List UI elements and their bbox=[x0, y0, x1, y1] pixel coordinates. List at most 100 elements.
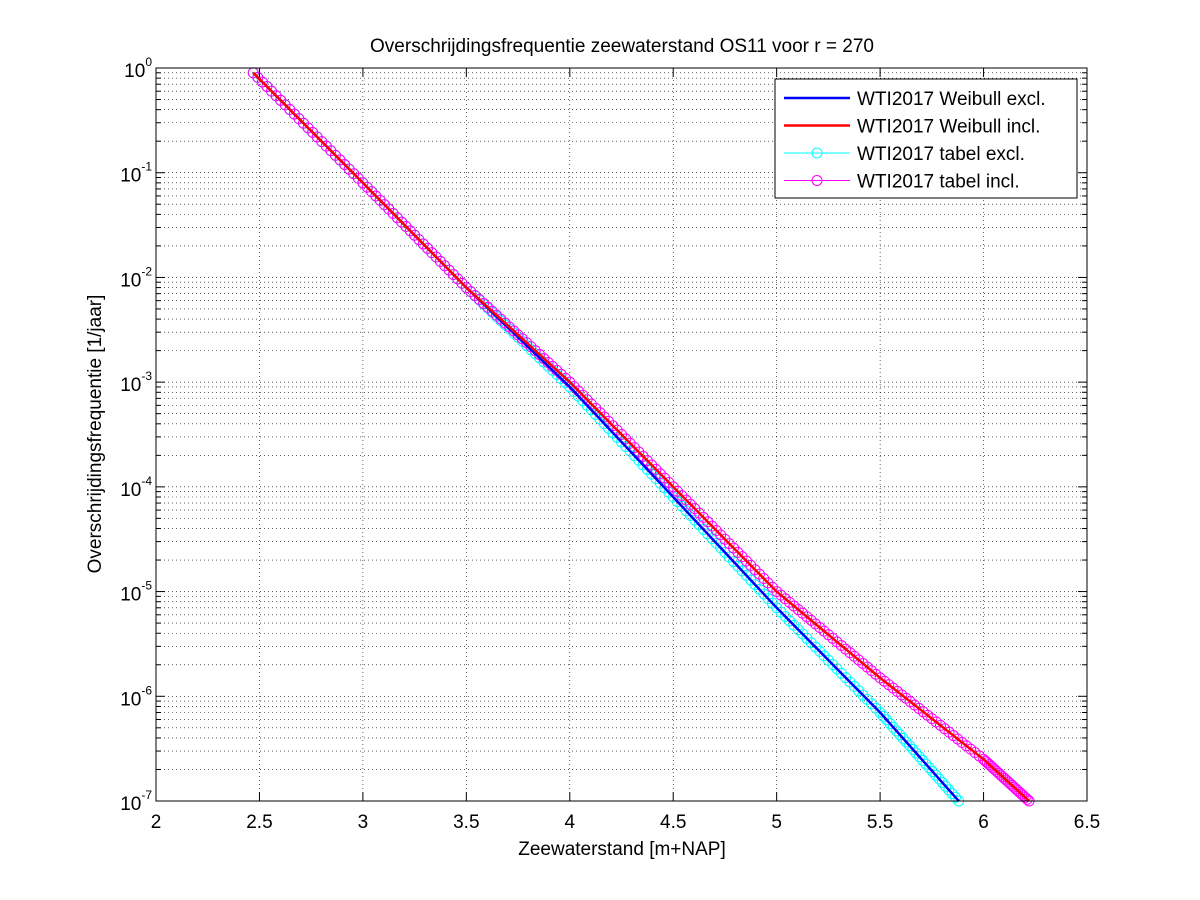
series-marker bbox=[396, 216, 408, 228]
series-marker bbox=[361, 181, 373, 193]
x-tick-label: 4.5 bbox=[660, 812, 686, 833]
series-marker bbox=[697, 511, 709, 523]
series-marker bbox=[409, 229, 421, 241]
series-marker bbox=[646, 459, 658, 471]
series-marker bbox=[491, 309, 502, 321]
series-lines bbox=[247, 67, 1035, 807]
legend-entry-label: WTI2017 Weibull excl. bbox=[857, 89, 1046, 110]
series-marker bbox=[946, 788, 958, 800]
series-wti2017-weibull-incl bbox=[252, 71, 1030, 802]
series-marker bbox=[865, 698, 877, 710]
y-tick-label: 10-6 bbox=[120, 683, 152, 710]
series-marker bbox=[788, 619, 800, 631]
series-marker bbox=[805, 637, 817, 649]
y-axis-label: Overschrijdingsfrequentie [1/jaar] bbox=[85, 295, 106, 574]
x-tick-label: 3 bbox=[358, 812, 369, 833]
series-marker bbox=[844, 676, 856, 688]
series-marker bbox=[792, 624, 804, 636]
series-marker bbox=[949, 791, 961, 803]
series-marker bbox=[469, 289, 481, 301]
y-tick-label: 10-4 bbox=[120, 474, 152, 501]
series-marker bbox=[452, 273, 464, 285]
y-tick-label: 10-7 bbox=[120, 788, 152, 815]
series-marker bbox=[443, 264, 455, 276]
series-marker bbox=[460, 282, 472, 294]
series-marker bbox=[508, 325, 520, 337]
series-line bbox=[252, 71, 1030, 802]
x-tick-labels: 2 2.5 3 3.5 4 4.5 5 5.5 6 6.5 bbox=[151, 812, 1101, 833]
series-marker bbox=[809, 641, 821, 653]
series-marker bbox=[835, 667, 847, 679]
series-marker bbox=[672, 485, 684, 497]
series-marker bbox=[525, 341, 537, 353]
series-marker bbox=[689, 503, 701, 515]
series-marker bbox=[366, 186, 378, 198]
series-marker bbox=[616, 429, 627, 440]
x-tick-label: 2 bbox=[151, 812, 162, 833]
series-marker bbox=[822, 654, 834, 666]
series-marker bbox=[853, 685, 865, 697]
x-tick-label: 4 bbox=[564, 812, 575, 833]
series-marker bbox=[818, 650, 830, 662]
series-marker bbox=[378, 199, 390, 211]
series-marker bbox=[827, 659, 839, 671]
y-tick-labels: 100 10-1 10-2 10-3 10-4 10-5 10-6 10-7 bbox=[120, 55, 152, 815]
series-marker bbox=[422, 242, 434, 254]
series-marker bbox=[749, 564, 761, 576]
series-marker bbox=[387, 207, 399, 219]
series-marker bbox=[430, 251, 442, 263]
series-marker bbox=[719, 533, 731, 545]
series-marker bbox=[897, 732, 909, 744]
series-marker bbox=[659, 472, 671, 484]
series-marker bbox=[680, 494, 692, 506]
series-marker bbox=[370, 190, 382, 202]
x-axis-label: Zeewaterstand [m+NAP] bbox=[518, 839, 726, 860]
series-marker bbox=[447, 268, 459, 280]
series-marker bbox=[486, 305, 498, 317]
series-marker bbox=[404, 225, 416, 237]
x-tick-label: 3.5 bbox=[453, 812, 479, 833]
series-marker bbox=[797, 628, 809, 640]
series-marker bbox=[434, 255, 446, 267]
series-marker bbox=[874, 707, 886, 719]
series-marker bbox=[904, 740, 916, 752]
series-marker bbox=[374, 194, 386, 206]
series-marker bbox=[521, 337, 533, 349]
series-marker bbox=[877, 710, 889, 722]
series-marker bbox=[715, 529, 727, 541]
series-marker bbox=[771, 602, 783, 614]
legend-swatch-marker bbox=[811, 147, 823, 159]
series-marker bbox=[400, 220, 412, 232]
chart-title: Overschrijdingsfrequentie zeewaterstand … bbox=[370, 36, 874, 57]
series-marker bbox=[499, 317, 511, 329]
series-marker bbox=[465, 286, 477, 298]
series-marker bbox=[917, 754, 929, 766]
series-marker bbox=[439, 260, 451, 272]
series-marker bbox=[503, 321, 515, 333]
series-marker bbox=[654, 468, 666, 480]
series-marker bbox=[611, 424, 623, 436]
series-marker bbox=[482, 301, 494, 313]
series-marker bbox=[884, 718, 896, 730]
y-tick-label: 10-1 bbox=[120, 160, 152, 187]
legend-entry-label: WTI2017 Weibull incl. bbox=[857, 117, 1040, 138]
series-marker bbox=[624, 437, 636, 449]
series-marker bbox=[633, 446, 645, 458]
axis-ticks bbox=[155, 67, 1088, 802]
series-marker bbox=[357, 177, 369, 189]
series-marker bbox=[650, 463, 662, 475]
series-marker bbox=[745, 559, 757, 571]
series-marker bbox=[736, 551, 748, 563]
series-marker bbox=[676, 490, 688, 502]
series-marker bbox=[840, 672, 852, 684]
legend-swatch-marker bbox=[811, 175, 823, 186]
y-tick-label: 10-3 bbox=[120, 369, 152, 396]
series-marker bbox=[456, 277, 468, 289]
series-marker bbox=[801, 632, 813, 644]
x-tick-label: 6 bbox=[978, 812, 989, 833]
series-marker bbox=[758, 572, 770, 584]
series-marker bbox=[923, 762, 935, 774]
series-marker bbox=[516, 333, 528, 345]
series-marker bbox=[667, 481, 679, 493]
